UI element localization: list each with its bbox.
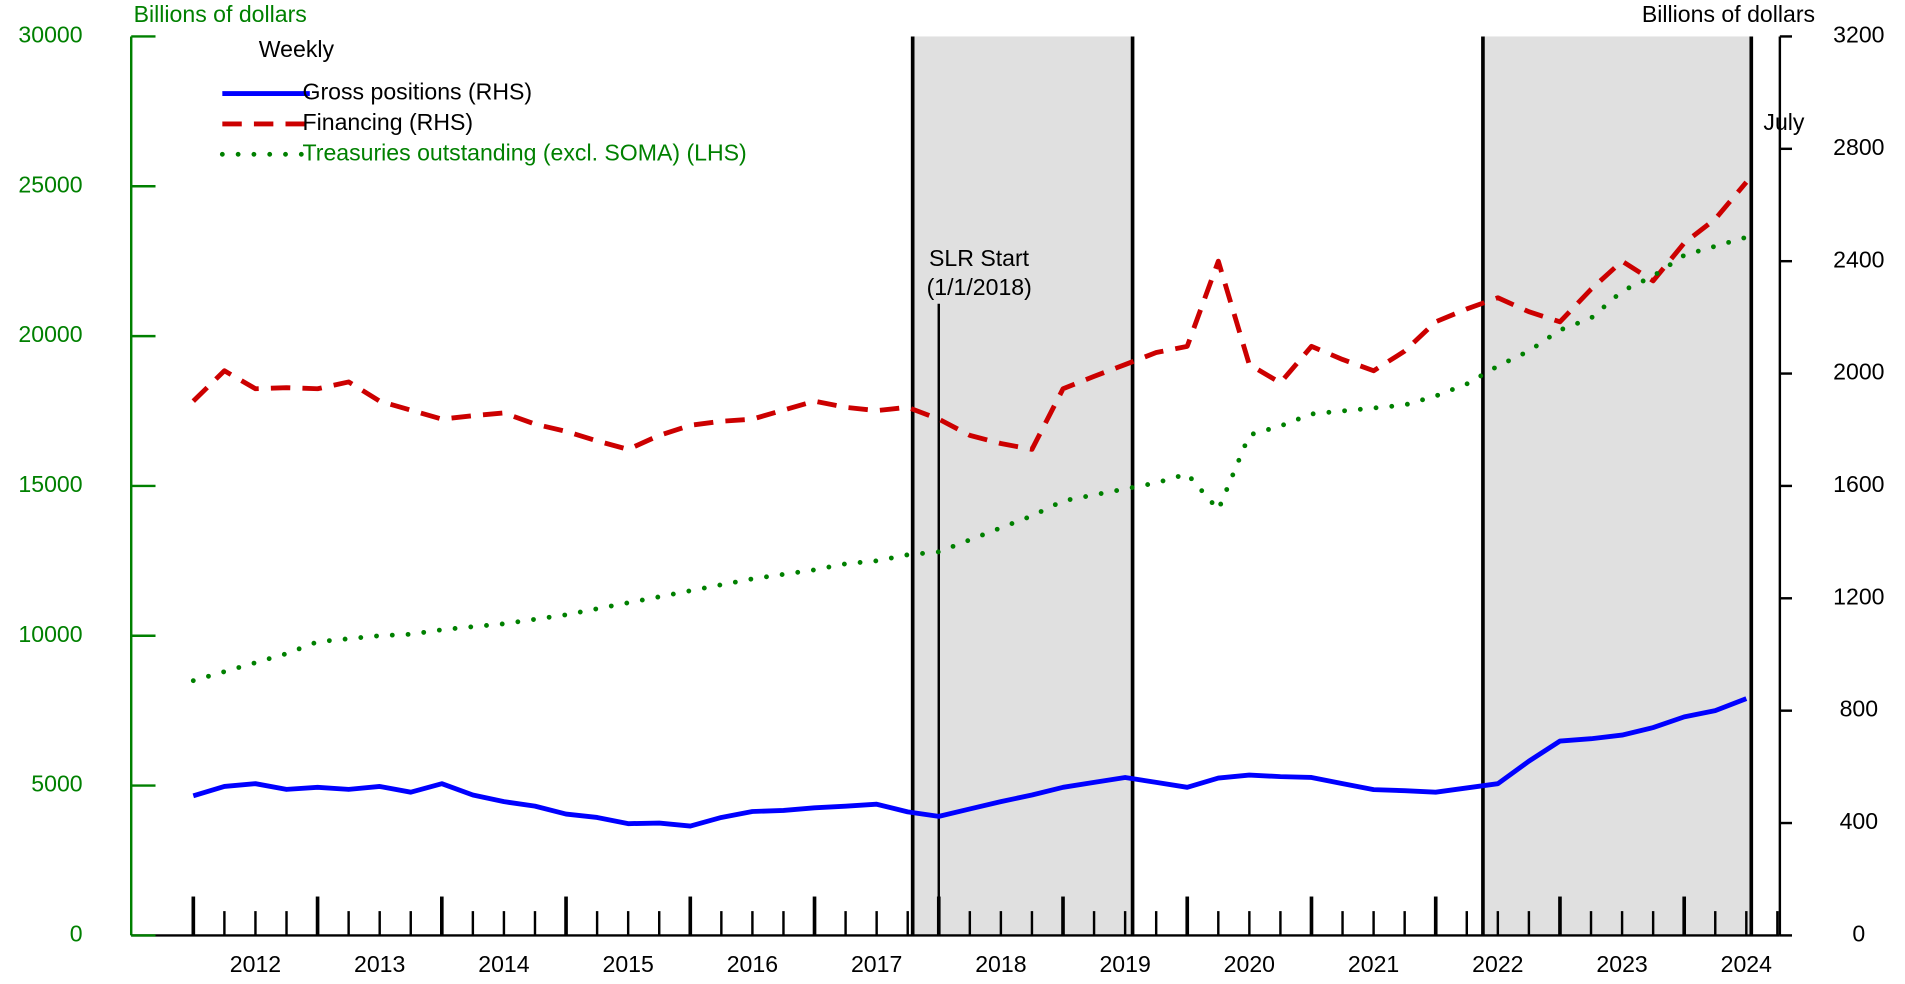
legend-label: Treasuries outstanding (excl. SOMA) (LHS… xyxy=(303,139,747,165)
y-tick-label: 0 xyxy=(70,921,83,947)
y2-tick-label: 2000 xyxy=(1833,359,1884,385)
y2-tick-label: 2800 xyxy=(1833,134,1884,160)
y-tick-label: 25000 xyxy=(18,171,82,197)
x-tick-label: 2015 xyxy=(602,951,653,977)
y-tick-label: 30000 xyxy=(18,22,82,48)
y-tick-label: 5000 xyxy=(31,771,82,797)
x-tick-label: 2017 xyxy=(851,951,902,977)
annotation-label: SLR Start xyxy=(929,245,1030,271)
legend-label: Gross positions (RHS) xyxy=(303,79,533,105)
y2-tick-label: 800 xyxy=(1840,696,1879,722)
x-tick-label: 2019 xyxy=(1099,951,1150,977)
series-line xyxy=(190,234,1749,684)
series-line xyxy=(191,180,1749,452)
legend-label: Financing (RHS) xyxy=(303,109,474,135)
x-tick-label: 2024 xyxy=(1721,951,1773,977)
y-tick-label: 10000 xyxy=(18,621,82,647)
legend-title: Weekly xyxy=(259,36,335,62)
x-tick-label: 2012 xyxy=(230,951,281,977)
annotation-label: (1/1/2018) xyxy=(927,274,1032,300)
x-tick-label: 2013 xyxy=(354,951,405,977)
y-tick-label: 15000 xyxy=(18,471,82,497)
y-axis-label: Billions of dollars xyxy=(134,1,307,27)
annotation-label: July xyxy=(1763,109,1805,135)
x-tick-label: 2014 xyxy=(478,951,530,977)
y2-axis-label: Billions of dollars xyxy=(1642,1,1815,27)
x-tick-label: 2021 xyxy=(1348,951,1399,977)
y2-tick-label: 1600 xyxy=(1833,471,1884,497)
y2-tick-label: 0 xyxy=(1852,921,1865,947)
series-line xyxy=(192,696,1748,829)
y2-tick-label: 2400 xyxy=(1833,246,1884,272)
y2-tick-label: 400 xyxy=(1840,808,1879,834)
x-tick-label: 2018 xyxy=(975,951,1026,977)
x-tick-label: 2023 xyxy=(1596,951,1647,977)
y2-tick-label: 1200 xyxy=(1833,583,1884,609)
y2-tick-label: 3200 xyxy=(1833,22,1884,48)
x-tick-label: 2022 xyxy=(1472,951,1523,977)
shaded-period xyxy=(1482,36,1752,936)
shaded-period xyxy=(912,36,1133,936)
x-tick-label: 2020 xyxy=(1224,951,1275,977)
x-tick-label: 2016 xyxy=(727,951,778,977)
y-tick-label: 20000 xyxy=(18,321,82,347)
